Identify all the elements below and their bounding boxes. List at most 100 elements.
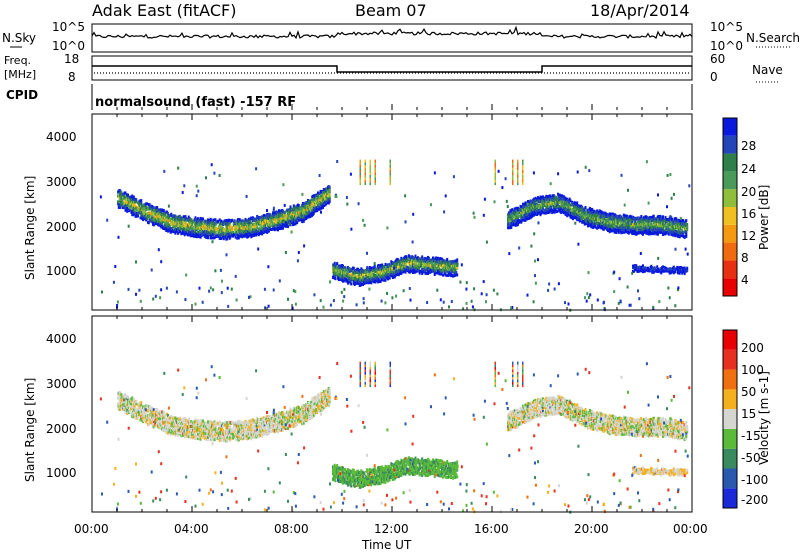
- power-noise-9296: [211, 240, 214, 244]
- power-cell-8842: [652, 267, 654, 270]
- power-cell-1776: [221, 225, 224, 229]
- power-cell-2862: [286, 223, 289, 227]
- power-noise-9470: [284, 221, 287, 225]
- power-cell-3616: [328, 187, 331, 191]
- power-noise-9454: [619, 299, 622, 303]
- power-cell-6010: [530, 203, 533, 207]
- power-noise-9394: [409, 298, 412, 302]
- power-streak-9548: [359, 179, 361, 183]
- power-cell-7276: [603, 218, 606, 222]
- power-cell-5834: [520, 214, 523, 218]
- power-cell-3258: [308, 213, 311, 217]
- power-cell-4292: [374, 280, 377, 284]
- power-cell-7334: [607, 215, 609, 219]
- power-streak-9668: [512, 179, 514, 183]
- power-cell-7518: [617, 219, 619, 223]
- power-cell-2034: [237, 219, 240, 223]
- power-cell-6722: [572, 215, 574, 219]
- power-cell-8320: [662, 215, 664, 219]
- power-noise-9112: [127, 287, 130, 291]
- power-cell-8266: [659, 214, 662, 218]
- power-noise-9498: [426, 301, 429, 304]
- power-cell-8840: [652, 268, 654, 272]
- power-streak-9594: [369, 172, 371, 176]
- power-cell-7998: [644, 219, 647, 223]
- power-cell-3110: [300, 211, 303, 215]
- power-noise-9174: [404, 194, 407, 198]
- power-cell-5214: [432, 269, 435, 272]
- power-cell-2218: [248, 224, 251, 228]
- power-noise-9336: [386, 291, 388, 295]
- power-cell-5600: [456, 258, 459, 262]
- power-cell-7968: [642, 227, 645, 231]
- power-cell-5412: [445, 269, 448, 273]
- power-cell-1488: [204, 225, 207, 229]
- power-cell-8720: [686, 223, 689, 226]
- power-cell-8654: [682, 231, 684, 235]
- power-cell-5904: [524, 210, 527, 214]
- noise-right-label: N.Search: [746, 31, 800, 45]
- power-cell-3092: [299, 218, 302, 222]
- power-cell-372: [139, 216, 142, 220]
- power-cell-5896: [524, 218, 527, 222]
- power-cell-4660: [397, 258, 399, 262]
- power-cell-3528: [324, 200, 327, 204]
- power-cell-4498: [387, 265, 389, 269]
- power-cell-1672: [214, 225, 217, 229]
- power-cell-8044: [647, 223, 649, 227]
- noise-right-tick-top: 10^5: [710, 20, 743, 34]
- power-cell-774: [162, 209, 165, 212]
- power-cell-6748: [572, 203, 575, 207]
- power-noise-9340: [585, 219, 588, 223]
- power-cell-3660: [334, 277, 337, 281]
- power-cell-3758: [340, 274, 343, 278]
- power-cell-302: [134, 204, 137, 208]
- power-noise-9268: [669, 215, 672, 219]
- power-noise-9344: [195, 194, 198, 198]
- power-cell-82: [122, 201, 124, 205]
- power-cell-2990: [292, 204, 295, 208]
- power-cell-5908: [524, 203, 527, 207]
- power-cell-4488: [387, 277, 389, 281]
- power-y-label: Slant Range [km]: [23, 176, 37, 280]
- power-cell-7446: [613, 230, 616, 234]
- power-cell-6084: [534, 196, 537, 200]
- power-cell-8516: [673, 219, 676, 223]
- power-cell-2792: [282, 226, 284, 230]
- power-cbar-tick-24: 24: [741, 162, 756, 176]
- power-ytick-3000: 3000: [46, 175, 77, 189]
- power-cell-4: [117, 200, 119, 204]
- power-cell-7282: [604, 222, 607, 226]
- power-cell-7974: [642, 221, 645, 225]
- velocity-cell-39: [119, 407, 122, 411]
- power-noise-9508: [444, 194, 447, 198]
- power-cell-8234: [657, 214, 660, 218]
- power-noise-9186: [267, 265, 270, 269]
- power-cell-3900: [350, 282, 353, 286]
- power-cell-5580: [455, 271, 458, 274]
- power-cell-1236: [190, 234, 193, 238]
- power-cell-5482: [449, 274, 452, 278]
- power-cell-4248: [371, 273, 374, 277]
- power-cell-2152: [244, 221, 247, 225]
- power-cell-7204: [599, 218, 602, 221]
- power-cell-5268: [436, 262, 439, 266]
- power-noise-9116: [470, 299, 473, 303]
- power-cell-3828: [345, 277, 348, 281]
- power-cell-1440: [201, 219, 204, 223]
- power-streak-9690: [517, 177, 519, 181]
- power-cell-2622: [272, 218, 274, 222]
- power-cell-1172: [186, 228, 189, 232]
- power-cell-3962: [353, 273, 356, 277]
- power-cell-1684: [215, 222, 218, 226]
- noise-left-tick-bottom: 10^0: [52, 39, 85, 53]
- power-cell-8046: [647, 221, 649, 225]
- power-streak-9644: [389, 159, 391, 163]
- power-cell-1994: [236, 236, 239, 240]
- power-noise-9306: [677, 286, 680, 290]
- power-cell-5872: [522, 211, 525, 215]
- power-streak-9582: [364, 162, 366, 166]
- power-cell-5934: [526, 205, 529, 209]
- power-cell-2326: [255, 229, 258, 233]
